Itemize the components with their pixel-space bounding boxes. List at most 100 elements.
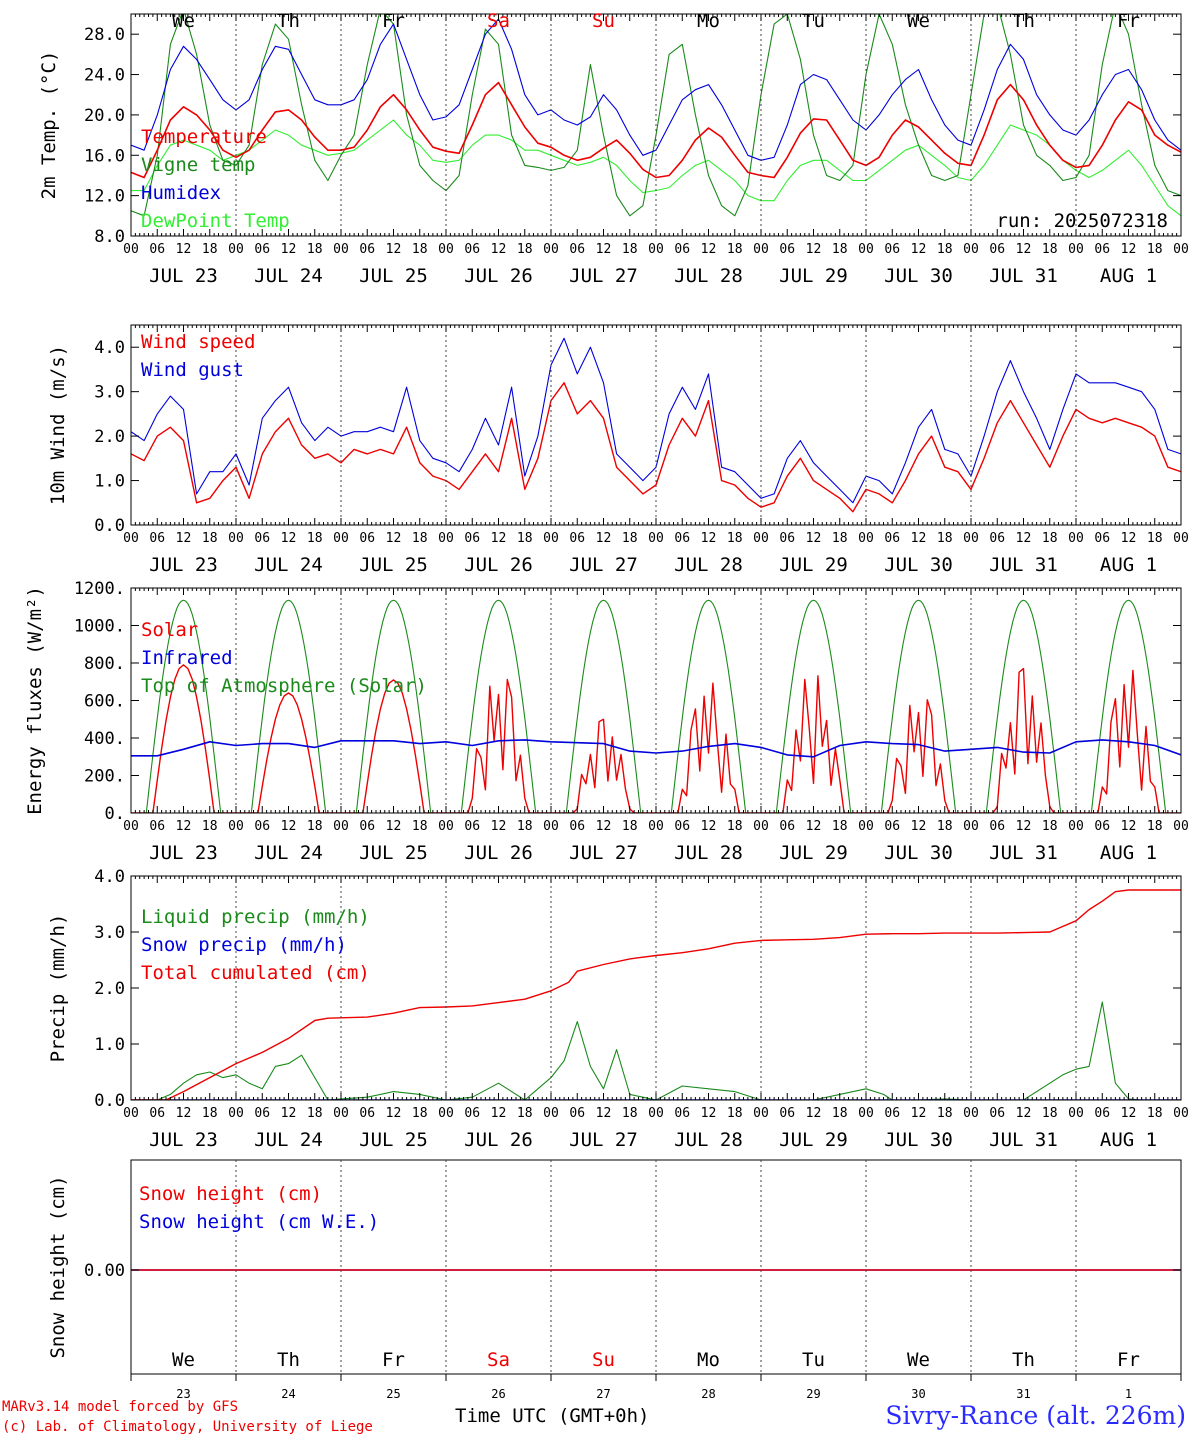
weekday-label: We <box>172 10 195 32</box>
hour-tick-label: 00 <box>438 1106 454 1121</box>
hour-tick-label: 00 <box>648 242 664 257</box>
y-tick-label: 3.0 <box>94 923 125 943</box>
hour-tick-label: 12 <box>1121 242 1137 257</box>
weekday-label: Fr <box>382 1349 405 1371</box>
hour-tick-label: 18 <box>727 531 743 546</box>
weekday-label: We <box>172 1349 195 1371</box>
y-tick-label: 1000. <box>74 617 125 637</box>
day-label: JUL 29 <box>779 842 848 864</box>
hour-tick-label: 00 <box>963 1106 979 1121</box>
hour-tick-label: 00 <box>753 819 769 834</box>
hour-tick-label: 18 <box>832 242 848 257</box>
y-tick-label: 20.0 <box>84 106 125 126</box>
weekday-label: Su <box>592 10 615 32</box>
y-tick-label: 600. <box>84 692 125 712</box>
panel-4-series <box>131 889 1181 1100</box>
hour-tick-label: 00 <box>228 242 244 257</box>
day-number-label: 30 <box>911 1387 925 1401</box>
weekday-label: Th <box>277 10 300 32</box>
hour-tick-label: 12 <box>176 242 192 257</box>
y-tick-label: 8.0 <box>94 227 125 247</box>
hour-tick-label: 18 <box>202 531 218 546</box>
hour-tick-label: 12 <box>701 1106 717 1121</box>
hour-tick-label: 06 <box>359 819 375 834</box>
hour-tick-label: 00 <box>123 242 139 257</box>
hour-tick-label: 00 <box>543 242 559 257</box>
hour-tick-label: 12 <box>386 242 402 257</box>
hour-tick-label: 18 <box>1042 531 1058 546</box>
hour-tick-label: 12 <box>596 531 612 546</box>
day-label: JUL 31 <box>989 842 1058 864</box>
day-number-label: 31 <box>1016 1387 1030 1401</box>
day-label: JUL 26 <box>464 265 533 287</box>
y-axis-label: 10m Wind (m/s) <box>47 345 69 505</box>
hour-tick-label: 06 <box>884 1106 900 1121</box>
hour-tick-label: 12 <box>1016 1106 1032 1121</box>
hour-tick-label: 18 <box>727 242 743 257</box>
day-label: AUG 1 <box>1100 265 1157 287</box>
hour-tick-label: 18 <box>202 1106 218 1121</box>
hour-tick-label: 00 <box>123 1106 139 1121</box>
y-tick-label: 4.0 <box>94 338 125 358</box>
day-number-label: 27 <box>596 1387 610 1401</box>
hour-tick-label: 06 <box>779 819 795 834</box>
hour-tick-label: 00 <box>543 1106 559 1121</box>
day-label: JUL 28 <box>674 842 743 864</box>
hour-tick-label: 06 <box>149 242 165 257</box>
hour-tick-label: 00 <box>858 531 874 546</box>
weekday-label: We <box>907 10 930 32</box>
hour-tick-label: 12 <box>491 1106 507 1121</box>
y-tick-label: 1200. <box>74 579 125 599</box>
hour-tick-label: 00 <box>1173 531 1189 546</box>
hour-tick-label: 18 <box>517 531 533 546</box>
hour-tick-label: 06 <box>674 1106 690 1121</box>
hour-tick-label: 00 <box>123 531 139 546</box>
hour-tick-label: 06 <box>779 531 795 546</box>
hour-tick-label: 06 <box>149 819 165 834</box>
series-wind-gust <box>131 337 1181 504</box>
legend-entry: Snow height (cm W.E.) <box>139 1211 379 1233</box>
hour-tick-label: 06 <box>989 531 1005 546</box>
hour-tick-label: 00 <box>228 531 244 546</box>
legend-entry: DewPoint Temp <box>141 210 290 232</box>
hour-tick-label: 18 <box>412 242 428 257</box>
hour-tick-label: 12 <box>281 1106 297 1121</box>
y-tick-label: 200. <box>84 767 125 787</box>
day-label: JUL 30 <box>884 1129 953 1151</box>
panel-5-frame: 0.00 Snow height (cm) Snow height (cm) Snow… <box>47 1159 1182 1375</box>
hour-tick-label: 06 <box>254 1106 270 1121</box>
hour-tick-label: 18 <box>307 242 323 257</box>
day-label: JUL 31 <box>989 1129 1058 1151</box>
day-number-label: 23 <box>176 1387 190 1401</box>
hour-tick-label: 18 <box>622 531 638 546</box>
day-label: JUL 31 <box>989 265 1058 287</box>
hour-tick-label: 06 <box>464 531 480 546</box>
hour-tick-label: 12 <box>491 242 507 257</box>
legend-entry: Total cumulated (cm) <box>141 962 370 984</box>
hour-tick-label: 12 <box>911 819 927 834</box>
panel-4-frame: 00 06 12 18 00 06 12 18 00 06 12 18 00 06 12 18 00 06 12 18… <box>47 867 1189 1151</box>
day-label: JUL 25 <box>359 842 428 864</box>
hour-tick-label: 18 <box>202 242 218 257</box>
hour-tick-label: 18 <box>412 819 428 834</box>
legend-entry: Top of Atmosphere (Solar) <box>141 675 427 697</box>
time-axis-label: Time UTC (GMT+0h) <box>455 1405 650 1427</box>
hour-tick-label: 06 <box>254 242 270 257</box>
hour-tick-label: 12 <box>1016 242 1032 257</box>
hour-tick-label: 12 <box>281 819 297 834</box>
day-label: AUG 1 <box>1100 1129 1157 1151</box>
weekday-label: Sa <box>487 1349 510 1371</box>
hour-tick-label: 00 <box>438 242 454 257</box>
hour-tick-label: 00 <box>963 242 979 257</box>
weekday-label: Tu <box>802 1349 825 1371</box>
hour-tick-label: 00 <box>1068 531 1084 546</box>
weekday-label: Mo <box>697 1349 720 1371</box>
day-label: JUL 29 <box>779 1129 848 1151</box>
lab-credit: (c) Lab. of Climatology, University of L… <box>2 1419 373 1435</box>
hour-tick-label: 18 <box>937 531 953 546</box>
y-tick-label: 0.0 <box>94 516 125 536</box>
hour-tick-label: 00 <box>963 819 979 834</box>
y-tick-label: 1.0 <box>94 1035 125 1055</box>
hour-tick-label: 06 <box>359 242 375 257</box>
hour-tick-label: 00 <box>333 531 349 546</box>
